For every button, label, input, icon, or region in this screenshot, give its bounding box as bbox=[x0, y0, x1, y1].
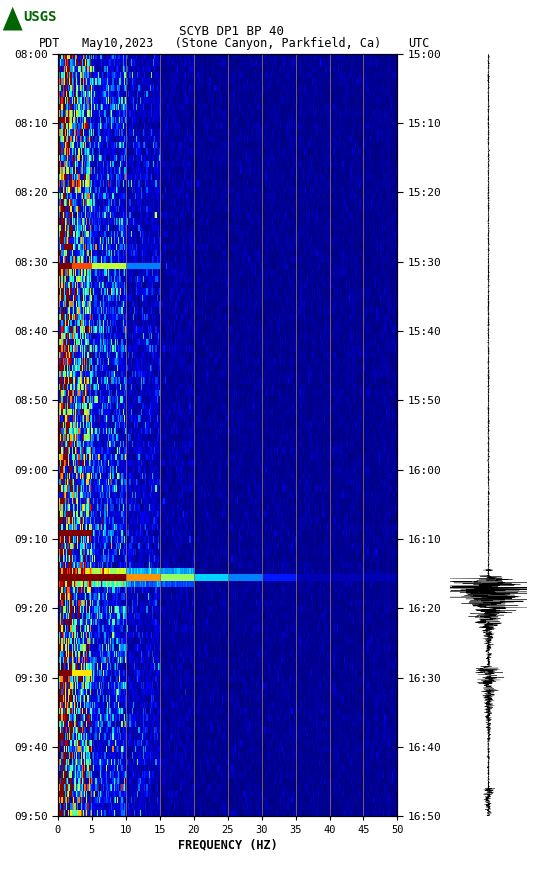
Text: USGS: USGS bbox=[24, 10, 57, 24]
Polygon shape bbox=[3, 7, 23, 30]
X-axis label: FREQUENCY (HZ): FREQUENCY (HZ) bbox=[178, 838, 278, 851]
Text: May10,2023   (Stone Canyon, Parkfield, Ca): May10,2023 (Stone Canyon, Parkfield, Ca) bbox=[82, 37, 381, 51]
Text: PDT: PDT bbox=[39, 37, 60, 51]
Text: SCYB DP1 BP 40: SCYB DP1 BP 40 bbox=[179, 25, 284, 38]
Text: UTC: UTC bbox=[408, 37, 430, 51]
